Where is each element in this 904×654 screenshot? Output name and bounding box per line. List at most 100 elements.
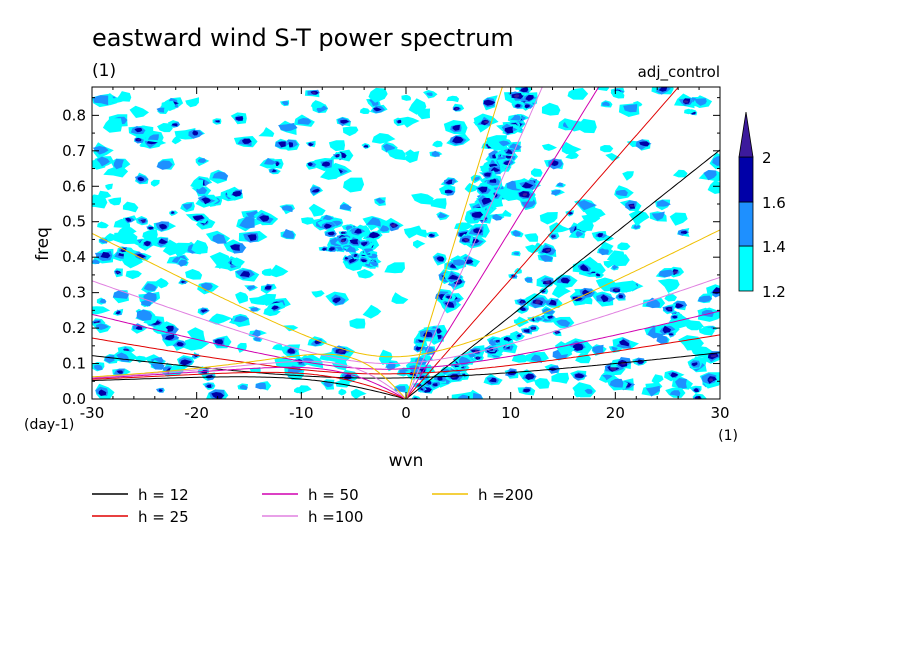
spectrum-patch [214, 260, 231, 270]
spectrum-patch [691, 362, 698, 367]
spectrum-patch [255, 382, 266, 390]
x-axis-label: wvn [389, 451, 424, 471]
spectrum-patch [328, 140, 345, 152]
spectrum-patch [116, 370, 123, 374]
spectrum-patch [159, 238, 168, 244]
spectrum-patch [350, 388, 367, 399]
spectrum-patch [471, 211, 484, 218]
spectrum-patch [115, 91, 132, 102]
spectrum-patch [708, 378, 713, 382]
spectrum-patch [363, 247, 374, 254]
spectrum-patch [551, 283, 571, 299]
spectrum-patch [185, 97, 199, 108]
spectrum-patch [512, 230, 521, 237]
spectrum-patch [564, 120, 589, 132]
spectrum-patch [463, 238, 469, 242]
spectrum-patch [338, 349, 345, 353]
spectrum-patch [136, 309, 153, 321]
spectrum-patch [432, 140, 443, 148]
spectrum-patch [97, 221, 109, 229]
spectrum-patch [522, 193, 528, 197]
spectrum-patch [600, 294, 609, 303]
spectrum-patch [259, 215, 270, 222]
spectrum-patch [108, 197, 122, 206]
spectrum-patch [651, 211, 665, 221]
spectrum-patch [626, 140, 638, 148]
spectrum-patch [417, 108, 431, 120]
spectrum-patch [343, 177, 365, 193]
spectrum-patch [464, 183, 480, 193]
kelvin-curve-h100 [405, 87, 543, 399]
chart-title: eastward wind S-T power spectrum [92, 24, 514, 52]
spectrum-patch [93, 95, 109, 106]
spectrum-patch [575, 230, 584, 238]
spectrum-patch [115, 311, 121, 315]
spectrum-patch [667, 307, 672, 311]
spectrum-patch [597, 87, 610, 91]
spectrum-patch [233, 315, 250, 323]
spectrum-patch [96, 156, 110, 167]
y-axis-unit: (day-1) [24, 417, 74, 433]
spectrum-patch [580, 264, 589, 272]
spectrum-patch [187, 327, 206, 341]
spectrum-patch [672, 169, 688, 178]
spectrum-patch [444, 189, 454, 194]
spectrum-patch [272, 344, 283, 351]
spectrum-patch [232, 191, 242, 197]
spectrum-patch [125, 217, 131, 222]
kelvin-curve-h25 [405, 87, 680, 399]
spectrum-patch [102, 118, 123, 133]
y-axis-label: freq [33, 227, 53, 261]
spectrum-patch [554, 341, 575, 356]
spectrum-patch [477, 186, 488, 193]
spectrum-patch [426, 92, 433, 96]
spectrum-patch [639, 141, 650, 147]
spectrum-patch [520, 307, 526, 311]
spectrum-patch [96, 323, 109, 330]
kelvin-curve-h50 [405, 87, 600, 399]
spectrum-patch [618, 294, 624, 299]
spectrum-patch [541, 102, 561, 116]
spectrum-patch [366, 217, 381, 227]
rossby-curve-h200 [92, 353, 407, 399]
kelvin-curve-h200 [405, 87, 503, 399]
spectrum-patch [185, 269, 203, 280]
spectrum-patch [105, 183, 113, 191]
spectrum-patch [680, 230, 688, 235]
spectrum-patch [505, 149, 513, 155]
spectrum-patch [208, 313, 233, 325]
spectrum-patch [332, 297, 341, 304]
plot-area: -30 -20 -10 0 10 20 30 0.0 0.1 0.2 0.3 0.4 0.5 0.6 0.7… [62, 86, 730, 422]
spectrum-patch [428, 233, 435, 237]
spectrum-patch [490, 167, 501, 172]
spectrum-patch [249, 296, 269, 305]
spectrum-patch [658, 269, 674, 278]
spectrum-patch [281, 205, 293, 213]
x-tick-label: 0 [401, 404, 411, 422]
spectrum-patch [320, 166, 341, 180]
spectrum-patch [419, 388, 424, 391]
spectrum-patch [670, 372, 679, 378]
spectrum-patch [140, 300, 152, 307]
spectrum-patch [523, 328, 530, 333]
spectrum-patch [361, 241, 368, 247]
spectrum-patch [552, 349, 569, 360]
legend-label-h200: h =200 [478, 486, 533, 504]
spectrum-patch [150, 362, 165, 370]
spectrum-patch [100, 251, 111, 259]
spectrum-patch [94, 364, 103, 371]
spectrum-patch [390, 224, 396, 227]
spectrum-patch [498, 140, 511, 147]
spectrum-patch [340, 239, 345, 243]
spectrum-patch [141, 220, 146, 222]
y-tick-label: 0.6 [62, 177, 86, 195]
spectrum-patch [282, 229, 295, 239]
spectrum-patch [444, 301, 455, 308]
spectrum-patch [328, 247, 335, 251]
spectrum-patch [545, 280, 550, 284]
spectrum-patch [342, 232, 345, 234]
x-tick-label: -20 [184, 404, 209, 422]
spectrum-patch [369, 231, 381, 239]
spectrum-patch [600, 241, 614, 250]
spectrum-patch [178, 259, 188, 267]
